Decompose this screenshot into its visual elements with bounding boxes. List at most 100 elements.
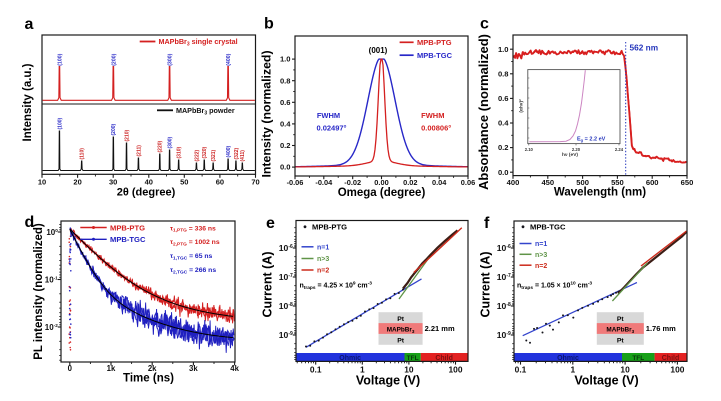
svg-text:MPB-PTG: MPB-PTG	[110, 223, 145, 232]
svg-text:2.24: 2.24	[615, 147, 624, 152]
svg-text:30: 30	[109, 178, 117, 187]
svg-text:e: e	[266, 215, 275, 232]
svg-text:MPB-PTG: MPB-PTG	[417, 38, 452, 47]
svg-text:1: 1	[570, 364, 575, 374]
svg-text:0.04: 0.04	[432, 178, 447, 187]
svg-text:0.1: 0.1	[310, 364, 322, 374]
svg-text:10-8: 10-8	[279, 301, 293, 311]
svg-text:f: f	[484, 215, 490, 232]
svg-text:50: 50	[180, 178, 188, 187]
svg-text:10: 10	[38, 178, 46, 187]
svg-text:MPB-PTG: MPB-PTG	[312, 223, 347, 232]
svg-text:60: 60	[216, 178, 224, 187]
svg-text:(110): (110)	[80, 148, 86, 160]
svg-text:100: 100	[46, 228, 58, 237]
svg-text:0.6: 0.6	[498, 94, 509, 103]
svg-text:Intensity (normalized): Intensity (normalized)	[260, 50, 274, 177]
svg-text:562 nm: 562 nm	[630, 43, 659, 53]
svg-text:(321): (321)	[211, 149, 217, 161]
svg-text:(200): (200)	[111, 53, 117, 65]
svg-text:(400): (400)	[226, 145, 232, 157]
svg-text:n=2: n=2	[317, 268, 329, 275]
svg-text:Current (A): Current (A)	[479, 252, 493, 318]
svg-text:10-9: 10-9	[497, 330, 511, 340]
svg-text:(411): (411)	[240, 150, 246, 162]
svg-text:600: 600	[646, 178, 659, 187]
svg-text:Pt: Pt	[617, 338, 625, 345]
svg-text:10-7: 10-7	[279, 272, 293, 282]
svg-text:0.6: 0.6	[280, 98, 291, 107]
svg-text:(222): (222)	[194, 149, 200, 161]
svg-text:hν (eV): hν (eV)	[562, 152, 578, 158]
svg-text:n=1: n=1	[535, 241, 547, 248]
svg-text:0.02497°: 0.02497°	[316, 124, 346, 133]
svg-text:1k: 1k	[107, 364, 116, 373]
svg-text:MAPbBr3: MAPbBr3	[387, 327, 415, 334]
svg-text:Voltage (V): Voltage (V)	[356, 374, 420, 388]
svg-text:0.8: 0.8	[498, 69, 509, 78]
svg-text:550: 550	[611, 178, 624, 187]
svg-text:(300): (300)	[168, 136, 174, 148]
svg-text:400: 400	[507, 178, 520, 187]
svg-text:(320): (320)	[202, 146, 208, 158]
svg-text:TFL: TFL	[632, 355, 644, 362]
svg-text:1.0: 1.0	[498, 45, 509, 54]
svg-text:10-6: 10-6	[497, 243, 511, 253]
svg-text:20: 20	[73, 178, 81, 187]
svg-text:Pt: Pt	[397, 316, 405, 323]
svg-text:1.0: 1.0	[280, 55, 291, 64]
svg-text:0.0: 0.0	[498, 168, 509, 177]
svg-text:(200): (200)	[111, 123, 117, 135]
svg-text:0: 0	[68, 364, 73, 373]
svg-text:(400): (400)	[226, 53, 232, 65]
svg-text:-0.02: -0.02	[344, 178, 361, 187]
svg-text:MPB-TGC: MPB-TGC	[110, 235, 146, 244]
svg-text:100: 100	[670, 364, 684, 374]
svg-text:0.2: 0.2	[498, 143, 509, 152]
svg-text:(322): (322)	[234, 147, 240, 159]
svg-text:-0.06: -0.06	[287, 178, 304, 187]
svg-text:(211): (211)	[136, 145, 142, 157]
svg-text:650: 650	[681, 178, 694, 187]
svg-text:450: 450	[541, 178, 554, 187]
svg-text:2.20: 2.20	[572, 147, 581, 152]
svg-text:τ2,TGC = 266 ns: τ2,TGC = 266 ns	[170, 267, 216, 275]
svg-text:ntraps = 1.05 × 1010 cm-3: ntraps = 1.05 × 1010 cm-3	[517, 280, 592, 291]
svg-text:0.4: 0.4	[498, 119, 509, 128]
svg-text:Wavelength (nm): Wavelength (nm)	[554, 187, 646, 199]
svg-text:d: d	[25, 214, 35, 231]
svg-text:MPB-TGC: MPB-TGC	[417, 51, 453, 60]
svg-text:(100): (100)	[58, 53, 64, 65]
svg-text:3k: 3k	[189, 364, 198, 373]
svg-text:2.10: 2.10	[525, 147, 534, 152]
svg-text:(001): (001)	[369, 46, 388, 55]
svg-text:(100): (100)	[57, 117, 63, 129]
svg-text:n=2: n=2	[535, 263, 547, 270]
svg-text:10: 10	[620, 364, 630, 374]
svg-text:Absorbance (normalized): Absorbance (normalized)	[476, 34, 491, 190]
svg-text:(300): (300)	[168, 53, 174, 65]
svg-text:10-2: 10-2	[45, 323, 58, 332]
svg-text:0.00: 0.00	[374, 178, 388, 187]
svg-text:MAPbBr3 single crystal: MAPbBr3 single crystal	[159, 37, 238, 48]
svg-text:10-1: 10-1	[45, 276, 58, 285]
svg-text:FWHM: FWHM	[317, 111, 340, 120]
svg-text:(310): (310)	[177, 146, 183, 158]
svg-text:n>3: n>3	[317, 256, 329, 263]
svg-text:Child: Child	[435, 355, 453, 362]
svg-text:(220): (220)	[158, 140, 164, 152]
svg-text:n=1: n=1	[317, 244, 329, 251]
svg-text:TFL: TFL	[407, 355, 419, 362]
svg-text:0.2: 0.2	[280, 141, 291, 150]
svg-text:10-9: 10-9	[279, 330, 293, 340]
svg-text:2.21 mm: 2.21 mm	[425, 324, 455, 333]
svg-text:-0.04: -0.04	[315, 178, 333, 187]
svg-text:(210): (210)	[124, 129, 130, 141]
svg-text:(αhν)²: (αhν)²	[519, 99, 525, 113]
svg-text:Voltage (V): Voltage (V)	[574, 374, 638, 388]
svg-text:Omega (degree): Omega (degree)	[338, 187, 426, 199]
svg-text:b: b	[264, 16, 274, 33]
svg-text:40: 40	[145, 178, 153, 187]
svg-text:Current (A): Current (A)	[261, 252, 275, 318]
svg-text:Ohmic: Ohmic	[339, 355, 361, 362]
